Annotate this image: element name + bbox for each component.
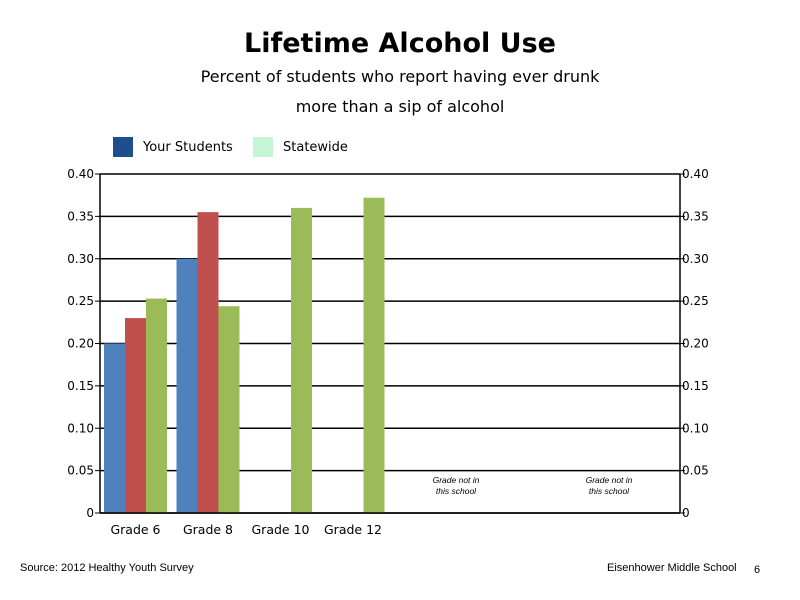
- legend-swatch-statewide: [253, 137, 273, 157]
- legend-swatch-your-students: [113, 137, 133, 157]
- x-tick-label: Grade 12: [324, 522, 382, 537]
- y-tick-label-right: 0: [682, 506, 690, 520]
- y-tick-label-left: 0.35: [67, 209, 94, 223]
- y-tick-label-right: 0.35: [682, 209, 709, 223]
- y-tick-label-left: 0.25: [67, 294, 94, 308]
- y-tick-label-right: 0.15: [682, 379, 709, 393]
- y-tick-label-left: 0.15: [67, 379, 94, 393]
- chart-subtitle-line-1: Percent of students who report having ev…: [200, 67, 600, 86]
- chart-annotation: Grade not in: [433, 475, 480, 485]
- bar: [104, 343, 125, 513]
- bar: [291, 207, 312, 513]
- chart-title: Lifetime Alcohol Use: [244, 28, 556, 59]
- y-tick-label-left: 0.40: [67, 167, 94, 181]
- y-tick-label-left: 0.30: [67, 252, 94, 266]
- y-tick-label-right: 0.10: [682, 421, 709, 435]
- bar: [363, 197, 385, 514]
- legend-item-statewide: Statewide: [253, 137, 348, 157]
- page-number: 6: [754, 564, 761, 576]
- y-tick-label-right: 0.20: [682, 337, 709, 351]
- x-tick-label: Grade 10: [252, 522, 310, 537]
- bar: [146, 298, 167, 513]
- x-tick-label: Grade 6: [110, 522, 160, 537]
- chart-annotation: Grade not in: [586, 475, 633, 485]
- chart-annotation: this school: [589, 486, 630, 496]
- school-name: Eisenhower Middle School: [607, 562, 737, 574]
- y-tick-label-right: 0.05: [682, 464, 709, 478]
- legend-label-statewide: Statewide: [283, 139, 348, 155]
- y-tick-label-left: 0.10: [67, 421, 94, 435]
- y-tick-label-left: 0.20: [67, 337, 94, 351]
- y-tick-label-right: 0.30: [682, 252, 709, 266]
- x-tick-label: Grade 8: [183, 522, 233, 537]
- chart-annotation: this school: [436, 486, 477, 496]
- bar: [125, 318, 146, 513]
- bar: [218, 306, 240, 513]
- y-tick-label-left: 0.05: [67, 464, 94, 478]
- legend-item-your-students: Your Students: [113, 137, 233, 157]
- bar: [197, 212, 219, 513]
- y-tick-label-right: 0.40: [682, 167, 709, 181]
- legend-label-your-students: Your Students: [143, 139, 233, 155]
- y-tick-label-right: 0.25: [682, 294, 709, 308]
- source-note: Source: 2012 Healthy Youth Survey: [20, 562, 194, 574]
- y-tick-label-left: 0: [86, 506, 94, 520]
- chart-subtitle-line-2: more than a sip of alcohol: [295, 97, 505, 116]
- bar: [176, 258, 198, 513]
